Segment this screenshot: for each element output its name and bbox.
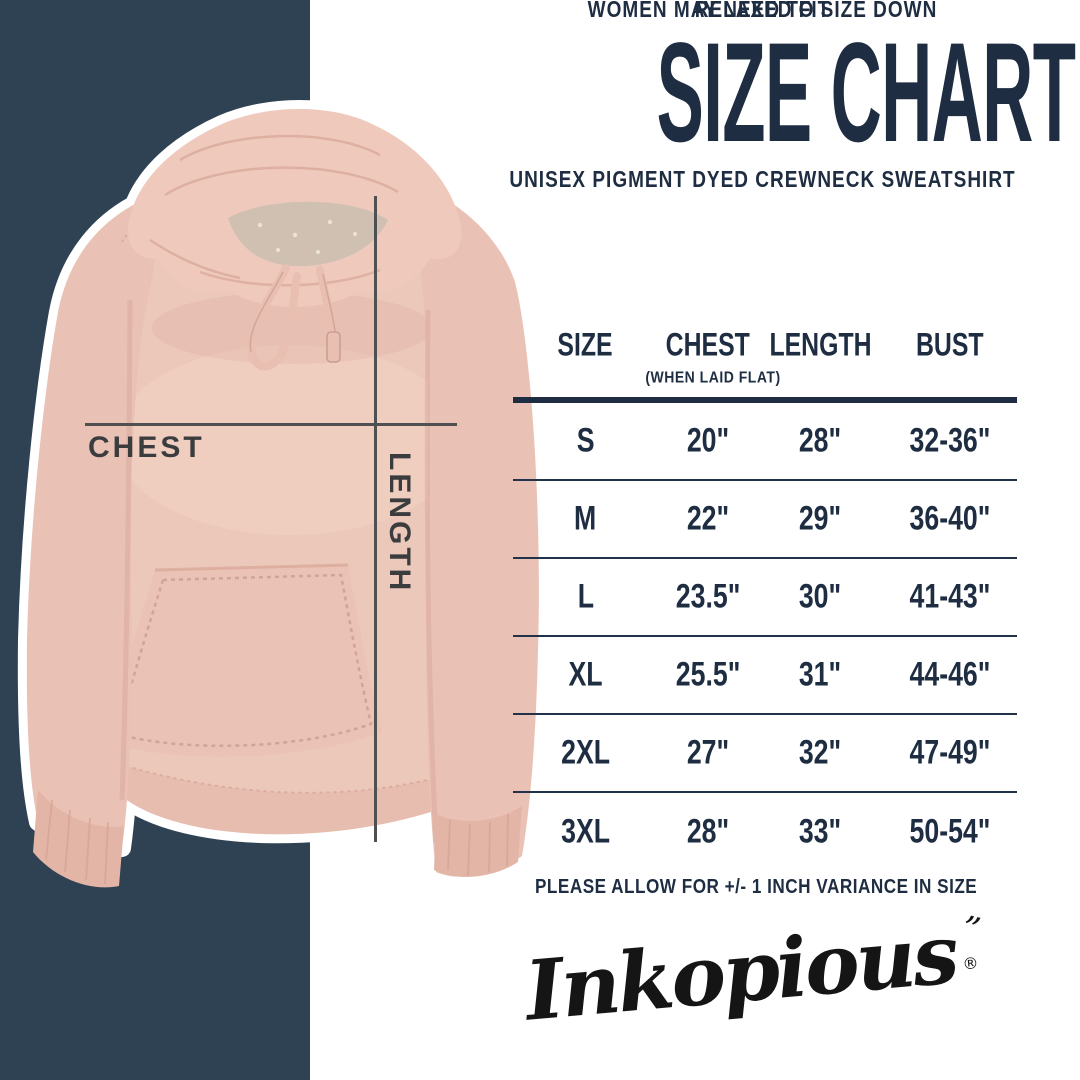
registered-mark-icon: ® [961, 953, 980, 974]
chest-measure-label: CHEST [88, 431, 205, 464]
cell-size: 3XL [561, 812, 610, 851]
brand-logo-text: Inkopious [521, 906, 960, 1040]
brand-logo: Inkopious ” ® [483, 906, 998, 1039]
brush-flourish-icon: ” [957, 908, 984, 952]
hoodie-image [0, 100, 565, 888]
cell-size: L [577, 577, 594, 616]
size-table-header: SIZE CHEST LENGTH BUST [513, 326, 1017, 363]
table-row: M 22" 29" 36-40" [513, 481, 1017, 559]
product-subtitle: UNISEX PIGMENT DYED CREWNECK SWEATSHIRT [509, 167, 1016, 193]
hoodie-photo: CHEST LENGTH [0, 100, 565, 925]
chest-flat-subnote: (WHEN LAID FLAT) [645, 367, 781, 387]
fit-note: RELAXED FIT [694, 0, 831, 23]
table-row: XL 25.5" 31" 44-46" [513, 637, 1017, 715]
page-title: SIZE CHART [656, 13, 1076, 172]
cell-bust: 50-54" [909, 812, 991, 851]
chest-measure-line [85, 423, 457, 426]
cell-bust: 36-40" [909, 499, 991, 538]
cell-length: 31" [799, 655, 842, 694]
cell-chest: 20" [686, 421, 730, 460]
cell-chest: 23.5" [675, 577, 741, 616]
cell-size: XL [568, 655, 603, 694]
cell-length: 28" [799, 421, 842, 460]
cell-chest: 28" [686, 812, 730, 851]
cell-length: 29" [799, 499, 842, 538]
cell-bust: 47-49" [909, 733, 991, 772]
table-row: S 20" 28" 32-36" [513, 403, 1017, 481]
cell-chest: 22" [686, 499, 730, 538]
length-measure-label: LENGTH [383, 452, 416, 594]
size-chart-panel: SIZE CHART UNISEX PIGMENT DYED CREWNECK … [505, 0, 1076, 1080]
size-table: S 20" 28" 32-36" M 22" 29" 36-40" L 23.5… [513, 403, 1017, 871]
table-header-rule [513, 397, 1017, 403]
table-row: L 23.5" 30" 41-43" [513, 559, 1017, 637]
variance-note: PLEASE ALLOW FOR +/- 1 INCH VARIANCE IN … [535, 874, 978, 898]
cell-length: 32" [799, 733, 842, 772]
cell-size: S [576, 421, 595, 460]
col-header-size: SIZE [557, 326, 614, 363]
cell-chest: 25.5" [675, 655, 741, 694]
cell-bust: 32-36" [909, 421, 991, 460]
cell-bust: 44-46" [909, 655, 991, 694]
cell-size: M [574, 499, 597, 538]
col-header-bust: BUST [916, 326, 984, 363]
sizing-note: WOMEN MAY NEED TO SIZE DOWN [587, 0, 938, 23]
cell-size: 2XL [561, 733, 610, 772]
cell-length: 33" [799, 812, 842, 851]
col-header-chest: CHEST [665, 326, 751, 363]
cell-bust: 41-43" [909, 577, 991, 616]
col-header-length: LENGTH [769, 326, 872, 363]
length-measure-line [374, 196, 377, 842]
table-row: 2XL 27" 32" 47-49" [513, 715, 1017, 793]
cell-chest: 27" [686, 733, 730, 772]
table-row: 3XL 28" 33" 50-54" [513, 793, 1017, 871]
cell-length: 30" [799, 577, 842, 616]
